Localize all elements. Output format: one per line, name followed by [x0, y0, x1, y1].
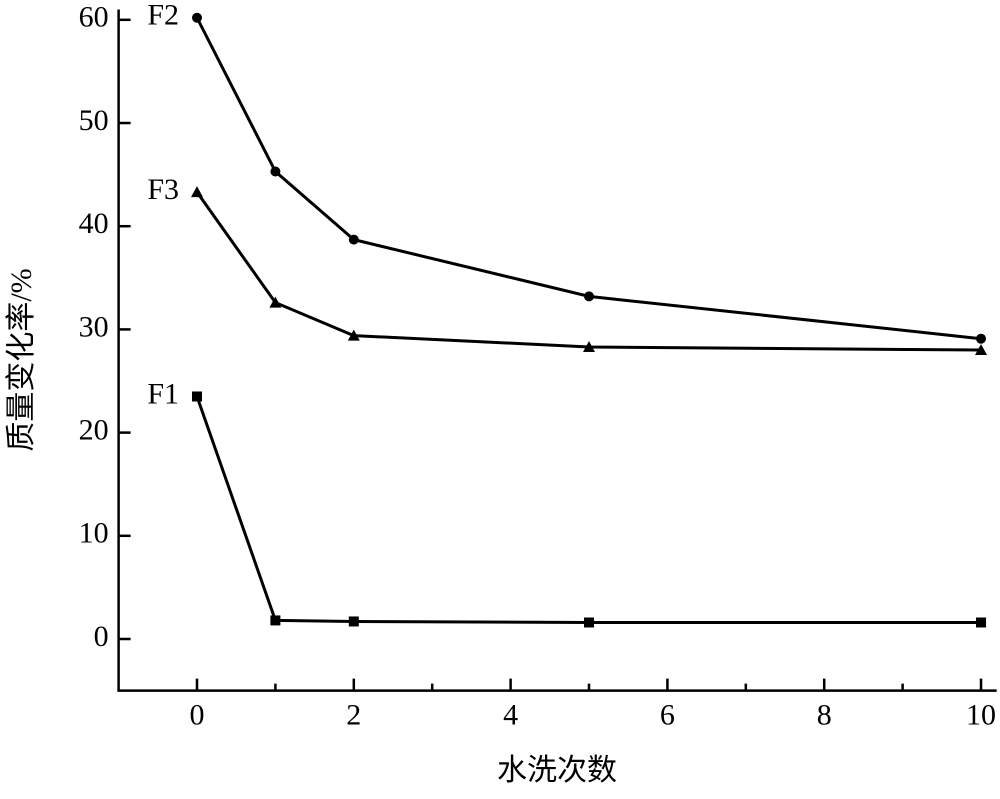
marker	[270, 615, 281, 626]
marker	[347, 329, 360, 341]
x-tick-label: 0	[190, 698, 205, 731]
marker	[348, 234, 359, 245]
marker	[975, 344, 988, 356]
series-line	[195, 395, 982, 624]
x-tick-label: 6	[660, 698, 675, 731]
marker	[191, 186, 204, 198]
series-line	[195, 17, 982, 341]
y-tick-label: 10	[79, 517, 109, 550]
marker	[584, 617, 595, 628]
x-axis-label: 水洗次数	[497, 754, 617, 787]
x-tick-label: 4	[503, 698, 518, 731]
marker	[584, 291, 595, 302]
y-tick-label: 40	[79, 207, 109, 240]
y-tick-label: 50	[79, 104, 109, 137]
x-tick-label: 2	[346, 698, 361, 731]
x-tick-label: 10	[966, 698, 996, 731]
marker	[192, 391, 203, 402]
marker	[976, 333, 987, 344]
series-label: F2	[147, 0, 179, 32]
axes	[117, 9, 997, 692]
marker	[348, 616, 359, 627]
marker	[583, 340, 596, 352]
y-tick-label: 0	[94, 620, 109, 653]
y-axis-label: 质量变化率/%	[5, 268, 38, 451]
series-label: F1	[147, 377, 179, 410]
marker	[976, 617, 987, 628]
y-tick-label: 20	[79, 413, 109, 446]
series-label: F3	[147, 173, 179, 206]
y-tick-label: 60	[79, 1, 109, 34]
x-tick-label: 8	[817, 698, 832, 731]
marker	[269, 296, 282, 308]
marker	[192, 12, 203, 23]
y-tick-label: 30	[79, 310, 109, 343]
marker	[270, 166, 281, 177]
